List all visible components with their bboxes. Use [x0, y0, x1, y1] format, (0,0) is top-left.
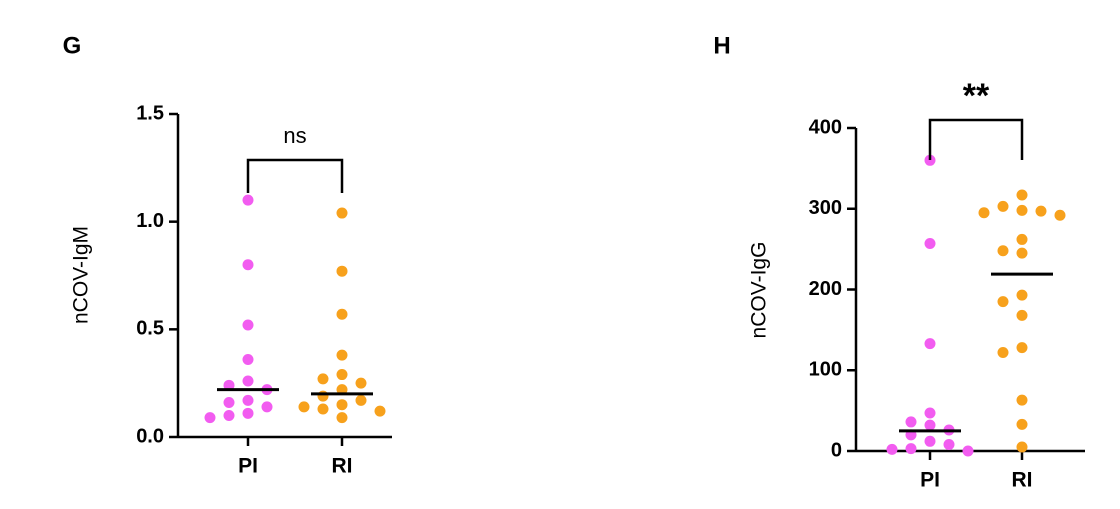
- data-point: [242, 407, 254, 419]
- data-point: [242, 319, 254, 331]
- y-tick-label: 200: [809, 278, 842, 300]
- data-point: [1016, 233, 1028, 245]
- data-point: [1016, 247, 1028, 259]
- data-point: [355, 377, 367, 389]
- data-point: [242, 259, 254, 271]
- data-point: [924, 338, 936, 350]
- y-tick-label: 0: [831, 439, 842, 461]
- significance-bracket: [246, 158, 344, 193]
- data-point: [242, 194, 254, 206]
- y-tick-label: 300: [809, 197, 842, 219]
- data-point: [1016, 289, 1028, 301]
- y-tick-label: 0.5: [136, 318, 164, 340]
- significance-bracket: [928, 118, 1024, 160]
- data-point: [1035, 205, 1047, 217]
- data-point: [242, 394, 254, 406]
- y-axis-label: nCOV-IgG: [748, 242, 771, 339]
- data-point: [924, 154, 936, 166]
- data-point: [242, 375, 254, 387]
- data-point: [242, 353, 254, 365]
- data-point: [997, 346, 1009, 358]
- data-point: [1016, 441, 1028, 453]
- data-point: [886, 443, 898, 455]
- data-point: [223, 379, 235, 391]
- data-point: [223, 397, 235, 409]
- data-point: [355, 394, 367, 406]
- data-point: [317, 373, 329, 385]
- data-point: [298, 401, 310, 413]
- data-point: [924, 419, 936, 431]
- data-point: [943, 439, 955, 451]
- data-point: [336, 399, 348, 411]
- data-point: [1016, 418, 1028, 430]
- x-tick-label: RI: [1012, 469, 1033, 492]
- data-point: [962, 445, 974, 457]
- data-point: [997, 245, 1009, 257]
- data-point: [336, 369, 348, 381]
- data-point: [1016, 189, 1028, 201]
- x-tick-label: PI: [238, 455, 258, 478]
- significance-label: ns: [283, 123, 306, 148]
- data-point: [336, 207, 348, 219]
- data-point: [336, 349, 348, 361]
- y-tick-label: 1.0: [136, 210, 164, 232]
- data-point: [1016, 342, 1028, 354]
- data-point: [997, 296, 1009, 308]
- data-point: [204, 412, 216, 424]
- data-point: [336, 308, 348, 320]
- data-point: [978, 207, 990, 219]
- data-point: [1016, 204, 1028, 216]
- y-tick-label: 0.0: [136, 425, 164, 447]
- y-tick-label: 1.5: [136, 102, 164, 124]
- significance-label: **: [963, 77, 990, 115]
- panel-label: G: [63, 32, 82, 59]
- data-point: [336, 384, 348, 396]
- data-point: [997, 200, 1009, 212]
- data-point: [905, 443, 917, 455]
- data-point: [1016, 309, 1028, 321]
- data-point: [924, 237, 936, 249]
- y-tick-label: 100: [809, 359, 842, 381]
- data-point: [374, 405, 386, 417]
- data-point: [317, 390, 329, 402]
- y-tick-label: 400: [809, 116, 842, 138]
- y-axis-label: nCOV-IgM: [70, 226, 93, 324]
- data-point: [924, 407, 936, 419]
- x-tick-label: PI: [920, 469, 940, 492]
- data-point: [1054, 209, 1066, 221]
- data-point: [317, 403, 329, 415]
- data-point: [261, 401, 273, 413]
- panel-label: H: [713, 32, 730, 59]
- data-point: [905, 416, 917, 428]
- data-point: [1016, 394, 1028, 406]
- data-point: [336, 265, 348, 277]
- x-tick-label: RI: [332, 455, 353, 478]
- data-point: [924, 435, 936, 447]
- data-point: [336, 412, 348, 424]
- data-point: [223, 409, 235, 421]
